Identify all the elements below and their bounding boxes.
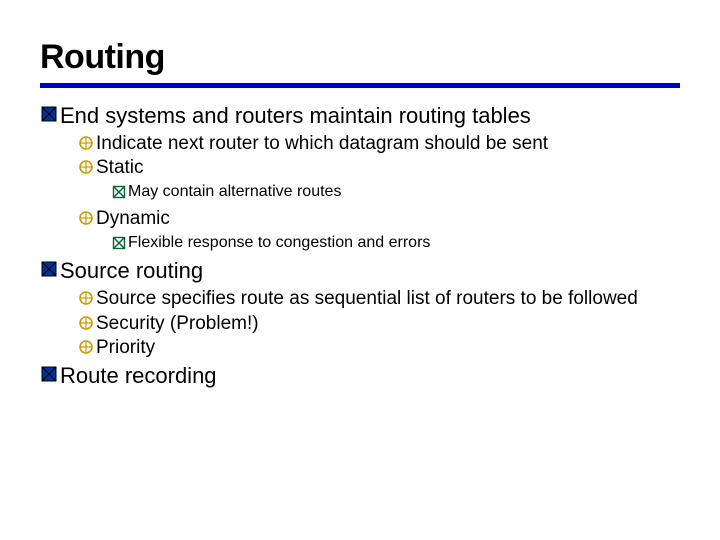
list-item: Indicate next router to which datagram s… — [78, 132, 680, 156]
list-text: Dynamic — [96, 207, 680, 231]
list-text: End systems and routers maintain routing… — [60, 102, 680, 130]
list-text: Route recording — [60, 362, 680, 390]
list-text: Source routing — [60, 257, 680, 285]
list-item: Source specifies route as sequential lis… — [78, 287, 680, 311]
circle-bullet-icon — [78, 135, 94, 151]
dingbat-square-icon — [40, 105, 58, 123]
list-item: May contain alternative routes — [112, 182, 680, 203]
circle-bullet-icon — [78, 339, 94, 355]
list-item: Route recording — [40, 362, 680, 390]
circle-bullet-icon — [78, 210, 94, 226]
list-text: Flexible response to congestion and erro… — [128, 233, 680, 254]
list-item: Flexible response to congestion and erro… — [112, 233, 680, 254]
list-text: Priority — [96, 336, 680, 360]
x-square-icon — [112, 236, 126, 250]
title-underline — [40, 83, 680, 88]
circle-bullet-icon — [78, 290, 94, 306]
dingbat-square-icon — [40, 365, 58, 383]
list-item: Static — [78, 156, 680, 180]
list-item: Dynamic — [78, 207, 680, 231]
dingbat-square-icon — [40, 260, 58, 278]
list-text: Indicate next router to which datagram s… — [96, 132, 680, 156]
list-item: Priority — [78, 336, 680, 360]
list-text: Security (Problem!) — [96, 312, 680, 336]
list-item: End systems and routers maintain routing… — [40, 102, 680, 130]
list-text: May contain alternative routes — [128, 182, 680, 203]
list-item: Security (Problem!) — [78, 312, 680, 336]
slide-title: Routing — [40, 38, 680, 77]
list-item: Source routing — [40, 257, 680, 285]
list-text: Source specifies route as sequential lis… — [96, 287, 680, 311]
x-square-icon — [112, 185, 126, 199]
list-text: Static — [96, 156, 680, 180]
circle-bullet-icon — [78, 159, 94, 175]
circle-bullet-icon — [78, 315, 94, 331]
